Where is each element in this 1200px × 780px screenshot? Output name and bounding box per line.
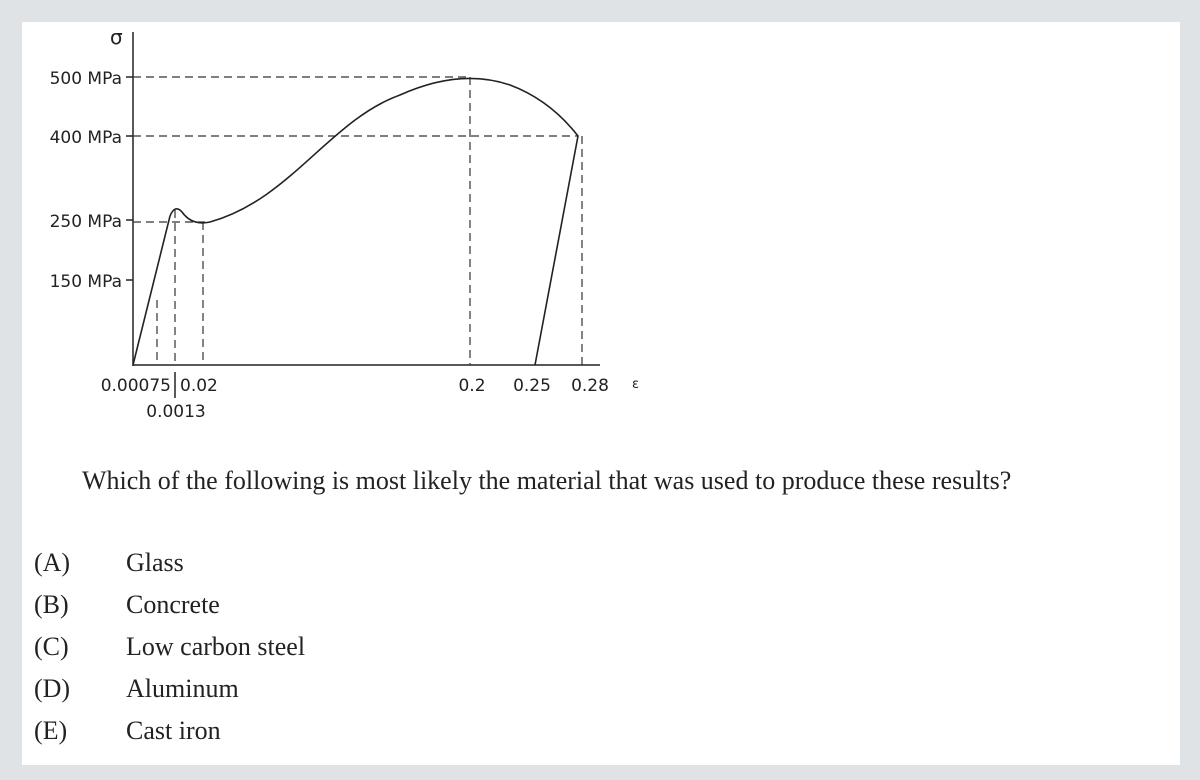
y-axis-label: σ — [110, 25, 123, 49]
option-letter: (B) — [34, 590, 69, 619]
x-label: 0.02 — [180, 376, 218, 396]
y-label: 400 MPa — [50, 128, 122, 148]
axes — [126, 32, 600, 398]
x-label: 0.00075 — [101, 376, 171, 396]
y-label: 250 MPa — [50, 212, 122, 232]
option-text: Cast iron — [126, 716, 221, 745]
option-letter: (D) — [34, 674, 71, 703]
option-text: Concrete — [126, 590, 220, 619]
option-letter: (A) — [34, 548, 71, 577]
x-label: 0.2 — [458, 376, 485, 396]
option-text: Low carbon steel — [126, 632, 306, 661]
x-label: 0.28 — [571, 376, 609, 396]
y-label: 150 MPa — [50, 272, 122, 292]
x-label: 0.25 — [513, 376, 551, 396]
option-letter: (C) — [34, 632, 69, 661]
y-label: 500 MPa — [50, 69, 122, 89]
question-panel — [22, 22, 1180, 765]
stress-strain-curve — [132, 77, 579, 366]
option-letter: (E) — [34, 716, 68, 745]
question-text: Which of the following is most likely th… — [82, 466, 1012, 495]
x-axis-label: ε — [632, 377, 639, 392]
stress-strain-diagram: σ ε 500 MPa 400 MPa 250 MPa 150 MPa 0.00… — [50, 25, 639, 422]
guide-lines — [133, 76, 583, 365]
option-text: Aluminum — [126, 674, 239, 703]
option-text: Glass — [126, 548, 184, 577]
x-label: 0.0013 — [146, 402, 205, 422]
